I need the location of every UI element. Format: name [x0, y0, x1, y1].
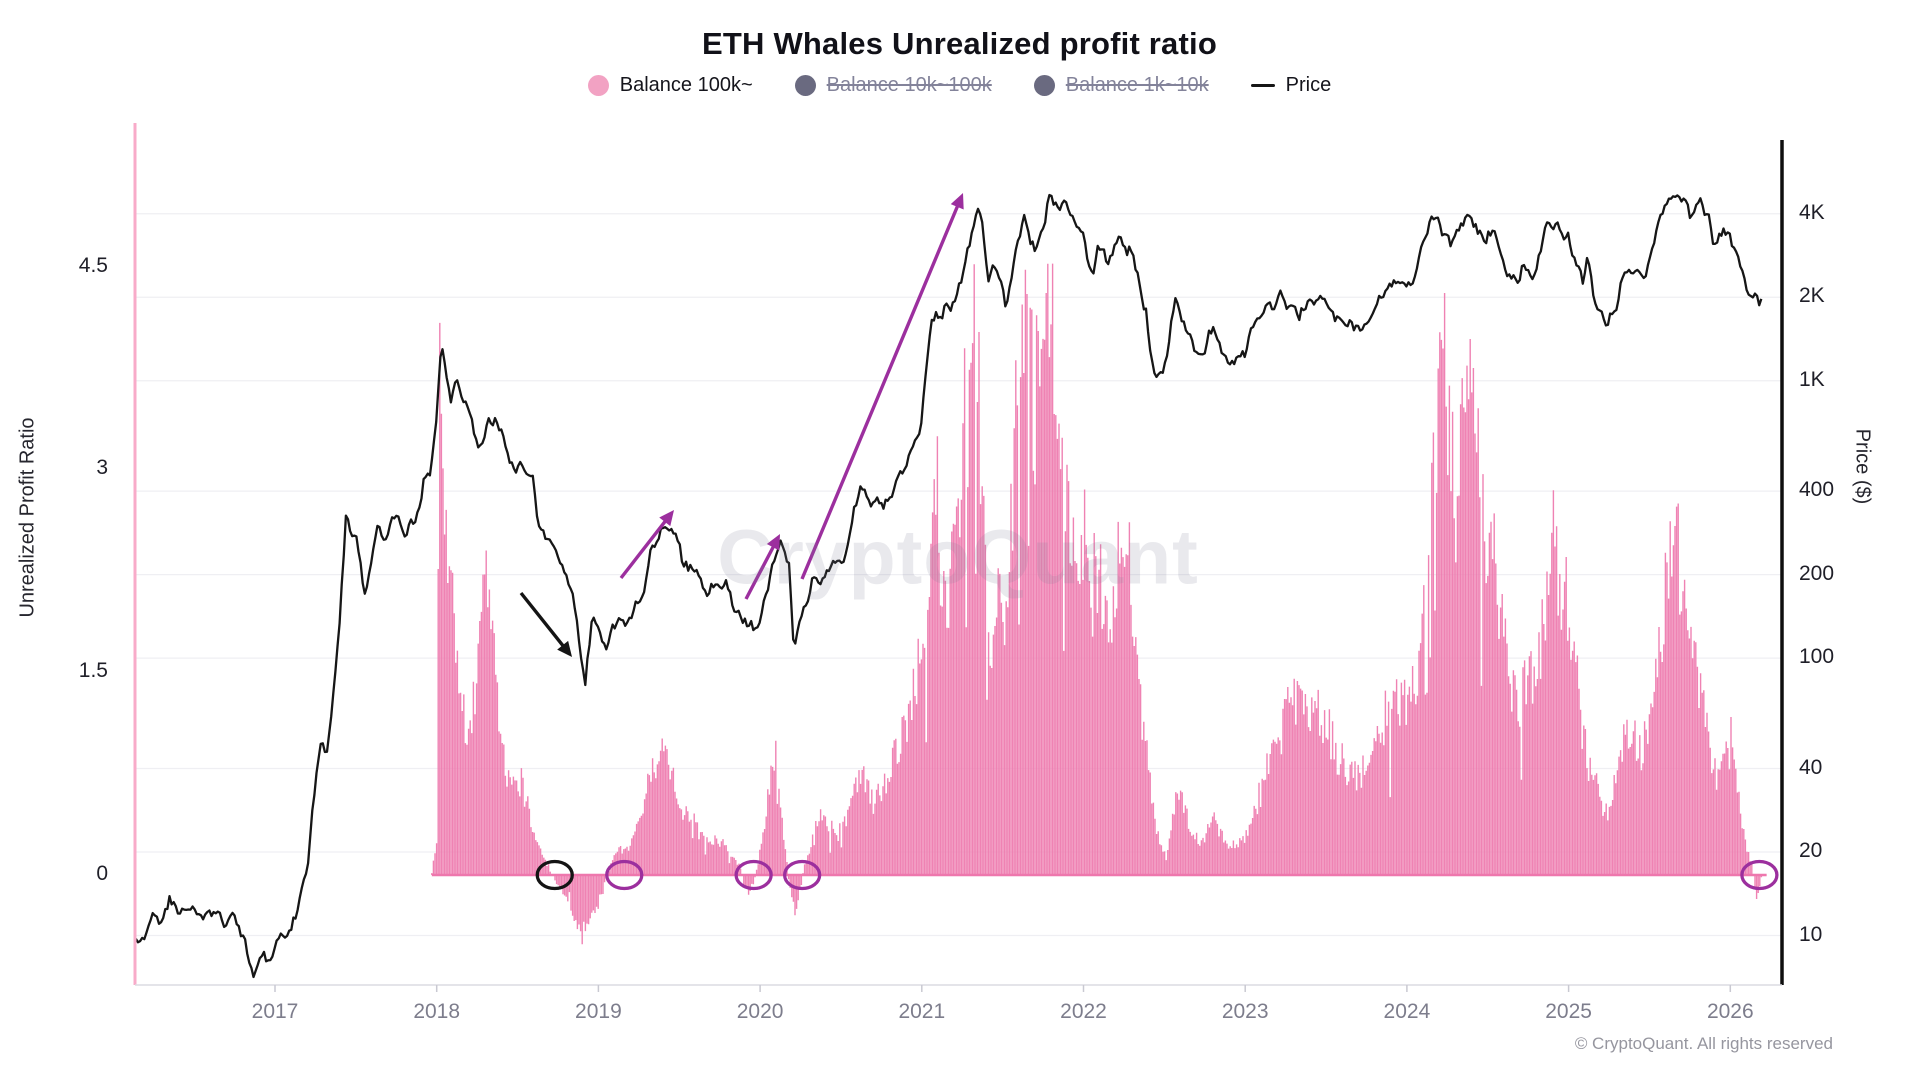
annotation-arrow	[744, 542, 777, 600]
copyright-text: © CryptoQuant. All rights reserved	[1574, 1034, 1833, 1053]
zero-touch-circle	[734, 859, 773, 891]
legend-label: Balance 1k~10k	[1065, 74, 1209, 96]
y-right-tick-label: 2K	[1799, 284, 1825, 308]
y-right-tick-label: 20	[1799, 839, 1823, 862]
y-right-tick-label: 100	[1799, 645, 1835, 669]
annotation-arrowhead	[766, 534, 780, 551]
y-left-tick-label: 3	[96, 456, 108, 480]
annotation-arrowhead	[950, 193, 964, 210]
y-right-tick-label: 200	[1799, 561, 1835, 585]
x-axis-tick-label: 2023	[1221, 1000, 1269, 1023]
x-axis-tick-label: 2020	[736, 1000, 784, 1023]
y-left-tick-label: 4.5	[78, 253, 108, 277]
y-right-tick-label: 40	[1799, 755, 1823, 779]
legend-line-icon	[1250, 84, 1275, 87]
y-right-tick-label: 10	[1799, 922, 1823, 946]
y-right-tick-label: 400	[1799, 478, 1835, 502]
legend: Balance 100k~ Balance 10k~100k Balance 1k~…	[0, 74, 1919, 97]
annotation-arrowhead	[659, 510, 674, 527]
legend-dot-icon	[794, 75, 816, 96]
legend-dot-icon	[587, 75, 609, 96]
legend-label: Balance 100k~	[619, 74, 753, 96]
x-axis-tick-label: 2022	[1060, 1000, 1107, 1023]
legend-label: Balance 10k~100k	[826, 74, 992, 96]
chart-title: ETH Whales Unrealized profit ratio	[702, 26, 1217, 61]
y-left-tick-label: 1.5	[78, 659, 108, 683]
price-line-series	[134, 193, 1763, 979]
legend-item-price[interactable]: Price	[1250, 74, 1332, 97]
y-right-tick-label: 4K	[1799, 200, 1825, 224]
legend-label: Price	[1285, 74, 1332, 96]
annotation-arrowhead	[557, 640, 572, 657]
legend-item-balance-100k-[interactable]: Balance 100k~	[587, 74, 753, 97]
zero-touch-circle	[535, 859, 574, 891]
zero-touch-circle	[782, 859, 822, 891]
x-axis-tick-label: 2026	[1706, 1000, 1754, 1023]
x-axis-tick-label: 2018	[413, 1000, 461, 1023]
legend-item-balance-10k-100k[interactable]: Balance 10k~100k	[794, 74, 992, 97]
legend-item-balance-1k-10k[interactable]: Balance 1k~10k	[1033, 74, 1209, 97]
y-right-tick-label: 1K	[1799, 367, 1825, 391]
y-axis-left-title: Unrealized Profit Ratio	[16, 417, 39, 618]
x-axis-tick-label: 2021	[898, 1000, 946, 1023]
annotation-arrow	[800, 202, 961, 580]
y-axis-right-title: Price ($)	[1851, 428, 1874, 505]
x-axis-tick-label: 2025	[1545, 1000, 1592, 1023]
y-left-tick-label: 0	[96, 862, 108, 885]
legend-dot-icon	[1033, 75, 1055, 96]
x-axis-tick-label: 2024	[1383, 1000, 1431, 1023]
x-axis-tick-label: 2017	[251, 1000, 299, 1023]
annotation-arrow	[619, 517, 669, 580]
zero-touch-circle	[605, 859, 644, 891]
x-axis-tick-label: 2019	[575, 1000, 622, 1023]
annotation-arrow	[519, 591, 567, 650]
zero-touch-circle	[1740, 859, 1779, 891]
ratio-area-series	[431, 263, 1763, 945]
